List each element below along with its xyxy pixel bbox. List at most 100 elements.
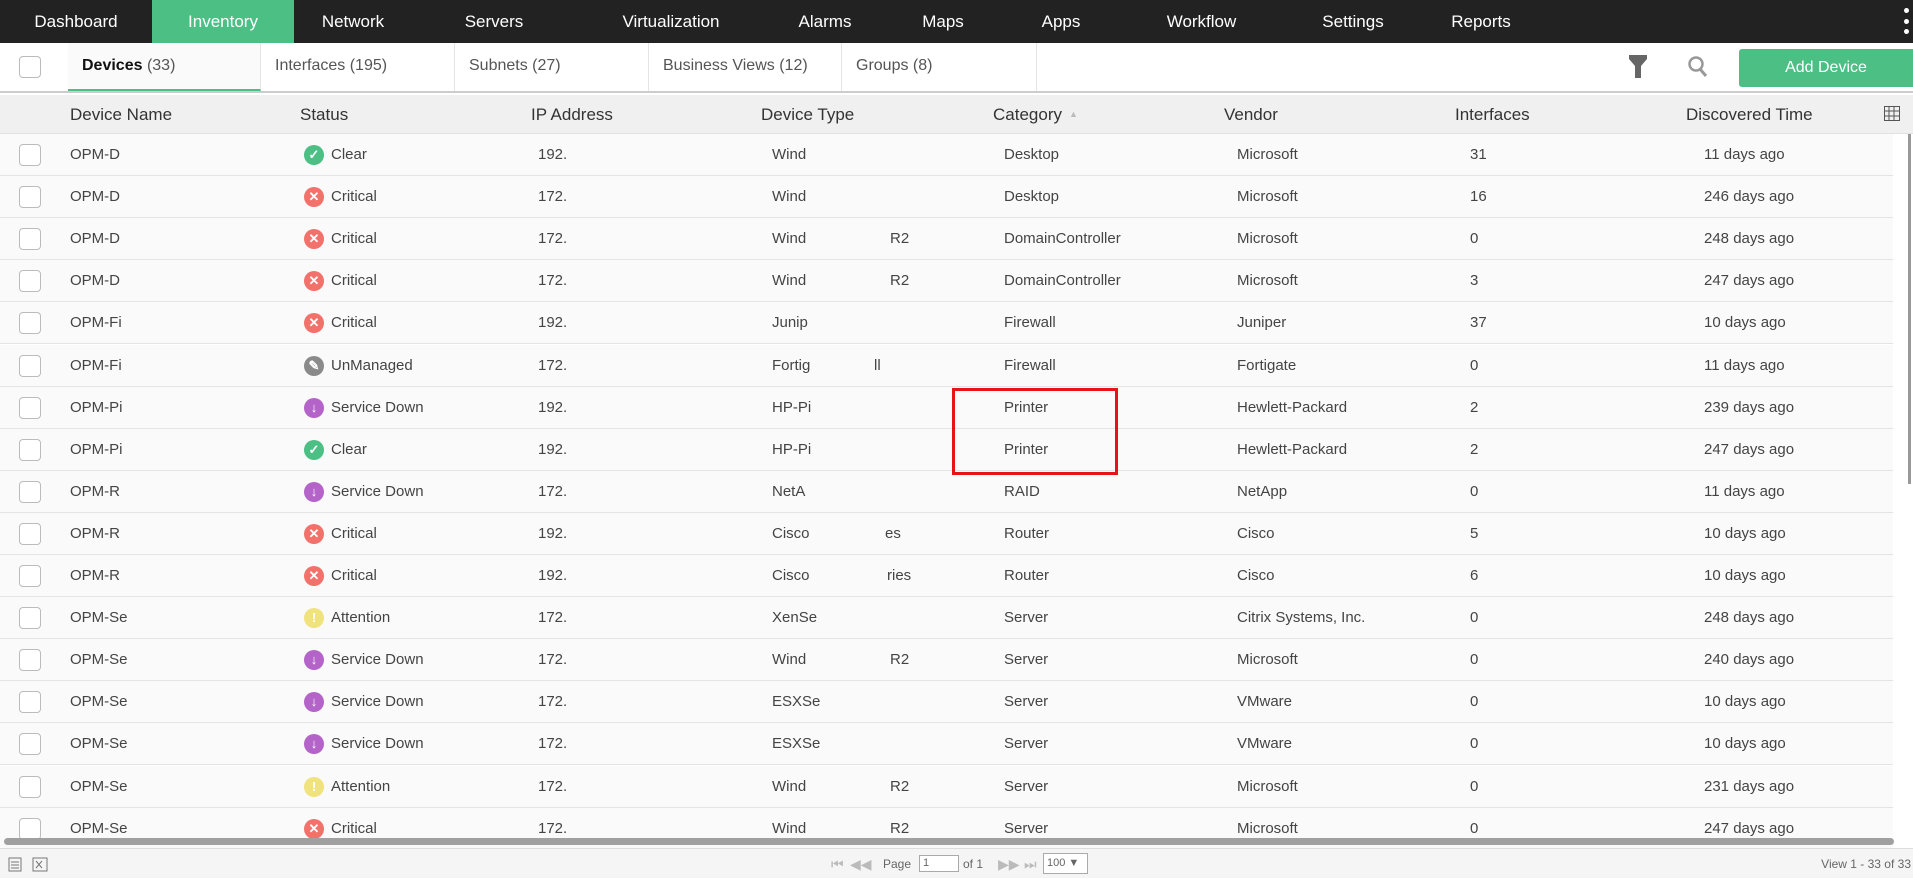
table-row[interactable]: OPM-D ✕ Critical 172. Wind R2 DomainController… <box>0 218 1893 261</box>
select-all-checkbox[interactable] <box>19 56 41 78</box>
table-row[interactable]: OPM-D ✕ Critical 172. Wind Desktop Microsoft 16… <box>0 176 1893 219</box>
vendor: Cisco <box>1237 567 1275 584</box>
search-icon[interactable] <box>1687 55 1709 79</box>
nav-item-inventory[interactable]: Inventory <box>152 0 294 43</box>
column-header-vendor[interactable]: Vendor <box>1224 105 1278 124</box>
row-checkbox[interactable] <box>19 312 41 335</box>
column-chooser-icon[interactable] <box>1884 106 1900 121</box>
table-row[interactable]: OPM-Se ↓ Service Down 172. ESXSe Server VMware… <box>0 723 1893 766</box>
nav-item-workflow[interactable]: Workflow <box>1166 12 1237 31</box>
horizontal-scrollbar[interactable] <box>4 838 1894 845</box>
device-name[interactable]: OPM-Se <box>70 777 128 795</box>
category: Firewall <box>1004 314 1056 332</box>
table-row[interactable]: OPM-D ✓ Clear 192. Wind Desktop Microsoft 31 11 … <box>0 134 1893 176</box>
row-checkbox[interactable] <box>19 186 41 209</box>
device-name[interactable]: OPM-Se <box>70 651 128 669</box>
print-icon[interactable] <box>8 857 22 872</box>
row-checkbox[interactable] <box>19 480 41 503</box>
add-device-button[interactable]: Add Device <box>1739 49 1913 87</box>
table-row[interactable]: OPM-Fi ✕ Critical 192. Junip Firewall Juniper 3… <box>0 302 1893 345</box>
row-checkbox[interactable] <box>19 565 41 587</box>
nav-item-virtualization[interactable]: Virtualization <box>622 12 720 31</box>
device-name[interactable]: OPM-Pi <box>70 440 123 458</box>
device-name[interactable]: OPM-Se <box>70 609 128 627</box>
vendor: Hewlett-Packard <box>1237 440 1348 458</box>
table-row[interactable]: OPM-R ✕ Critical 192. Cisco es Router Cisco 5 10 … <box>0 512 1893 555</box>
device-name[interactable]: OPM-D <box>70 272 120 290</box>
table-row[interactable]: OPM-Se ↓ Service Down 172. Wind R2 Server Micro… <box>0 639 1893 682</box>
filter-icon[interactable] <box>1628 54 1648 80</box>
vertical-scrollbar[interactable] <box>1908 134 1911 484</box>
device-name[interactable]: OPM-Fi <box>70 356 122 374</box>
column-header-discovered-time[interactable]: Discovered Time <box>1686 105 1813 124</box>
row-checkbox[interactable] <box>19 228 41 251</box>
device-name[interactable]: OPM-D <box>70 188 120 206</box>
nav-item-alarms[interactable]: Alarms <box>798 12 852 31</box>
table-row[interactable]: OPM-Pi ✓ Clear 192. HP-Pi Printer Hewlett-Pack… <box>0 428 1893 471</box>
next-page-icon[interactable]: ▶▶ <box>998 856 1020 872</box>
row-checkbox[interactable] <box>19 817 41 840</box>
table-row[interactable]: OPM-Se ↓ Service Down 172. ESXSe Server VMware… <box>0 681 1893 724</box>
tab-groups[interactable]: Groups (8) <box>842 43 1037 91</box>
prev-page-icon[interactable]: ◀◀ <box>850 856 872 872</box>
column-header-category[interactable]: Category <box>993 105 1062 124</box>
tab-devices[interactable]: Devices (33) <box>68 43 261 91</box>
table-row[interactable]: OPM-D ✕ Critical 172. Wind R2 DomainController… <box>0 260 1893 303</box>
device-name[interactable]: OPM-Fi <box>70 314 122 332</box>
row-checkbox[interactable] <box>19 522 41 545</box>
highlight-box <box>952 388 1118 475</box>
device-name[interactable]: OPM-Se <box>70 819 128 837</box>
category: Router <box>1004 567 1050 584</box>
nav-item-servers[interactable]: Servers <box>464 12 524 31</box>
row-checkbox[interactable] <box>19 396 41 419</box>
row-checkbox[interactable] <box>19 270 41 293</box>
device-name[interactable]: OPM-Pi <box>70 398 123 416</box>
page-size-select[interactable]: 100 ▼ <box>1043 853 1088 874</box>
nav-item-settings[interactable]: Settings <box>1322 12 1384 31</box>
device-name[interactable]: OPM-D <box>70 230 120 248</box>
export-excel-icon[interactable] <box>32 857 48 872</box>
table-row[interactable]: OPM-Fi ✎ UnManaged 172. Fortig ll Firewall Fort… <box>0 344 1893 387</box>
tab-business-views[interactable]: Business Views (12) <box>649 43 842 91</box>
nav-item-dashboard[interactable]: Dashboard <box>34 12 118 31</box>
nav-item-maps[interactable]: Maps <box>922 12 964 31</box>
table-row[interactable]: OPM-Se! Attention 172. Wind R2 Server Microsof… <box>0 765 1893 808</box>
device-type: HP-Pi <box>772 440 812 458</box>
nav-item-network[interactable]: Network <box>321 12 385 31</box>
sort-icon[interactable]: ▲ <box>1069 109 1078 119</box>
device-name[interactable]: OPM-R <box>70 482 120 500</box>
row-checkbox[interactable] <box>19 354 41 377</box>
tab-subnets[interactable]: Subnets (27) <box>455 43 649 91</box>
column-header-interfaces[interactable]: Interfaces <box>1455 105 1530 124</box>
device-name[interactable]: OPM-Se <box>70 693 128 711</box>
column-header-status[interactable]: Status <box>300 105 349 124</box>
row-checkbox[interactable] <box>19 733 41 756</box>
column-header-device-name[interactable]: Device Name <box>70 105 173 124</box>
more-options-icon[interactable] <box>1903 8 1909 34</box>
tab-interfaces[interactable]: Interfaces (195) <box>261 43 455 91</box>
table-row[interactable]: OPM-Pi ↓ Service Down 192. HP-Pi Printer Hewle… <box>0 386 1893 429</box>
row-checkbox[interactable] <box>19 649 41 672</box>
column-header-ip-address[interactable]: IP Address <box>531 105 613 124</box>
table-row[interactable]: OPM-R ✕ Critical 192. Cisco ries Router Cisco 6 1… <box>0 555 1893 597</box>
first-page-icon[interactable]: ⏮ <box>831 856 844 872</box>
nav-item-apps[interactable]: Apps <box>1041 12 1081 31</box>
nav-item-reports[interactable]: Reports <box>1451 12 1511 31</box>
row-checkbox[interactable] <box>19 438 41 461</box>
category: DomainController <box>1004 230 1121 248</box>
table-row[interactable]: OPM-R ↓ Service Down 172. NetA RAID NetApp 0 11 … <box>0 470 1893 513</box>
last-page-icon[interactable]: ⏭ <box>1024 856 1037 872</box>
column-header-device-type[interactable]: Device Type <box>761 105 855 124</box>
table-row[interactable]: OPM-Se! Attention 172. XenSe Server Citrix Sy… <box>0 597 1893 640</box>
row-checkbox[interactable] <box>19 144 41 166</box>
device-name[interactable]: OPM-R <box>70 567 120 584</box>
page-input[interactable]: 1 <box>919 855 959 872</box>
row-checkbox[interactable] <box>19 691 41 714</box>
row-checkbox[interactable] <box>19 775 41 798</box>
device-name[interactable]: OPM-Se <box>70 735 128 753</box>
device-name[interactable]: OPM-D <box>70 146 120 163</box>
row-checkbox[interactable] <box>19 607 41 630</box>
device-name[interactable]: OPM-R <box>70 524 120 542</box>
status-critical-icon: ✕ <box>304 187 324 208</box>
device-type: Junip <box>772 314 808 332</box>
